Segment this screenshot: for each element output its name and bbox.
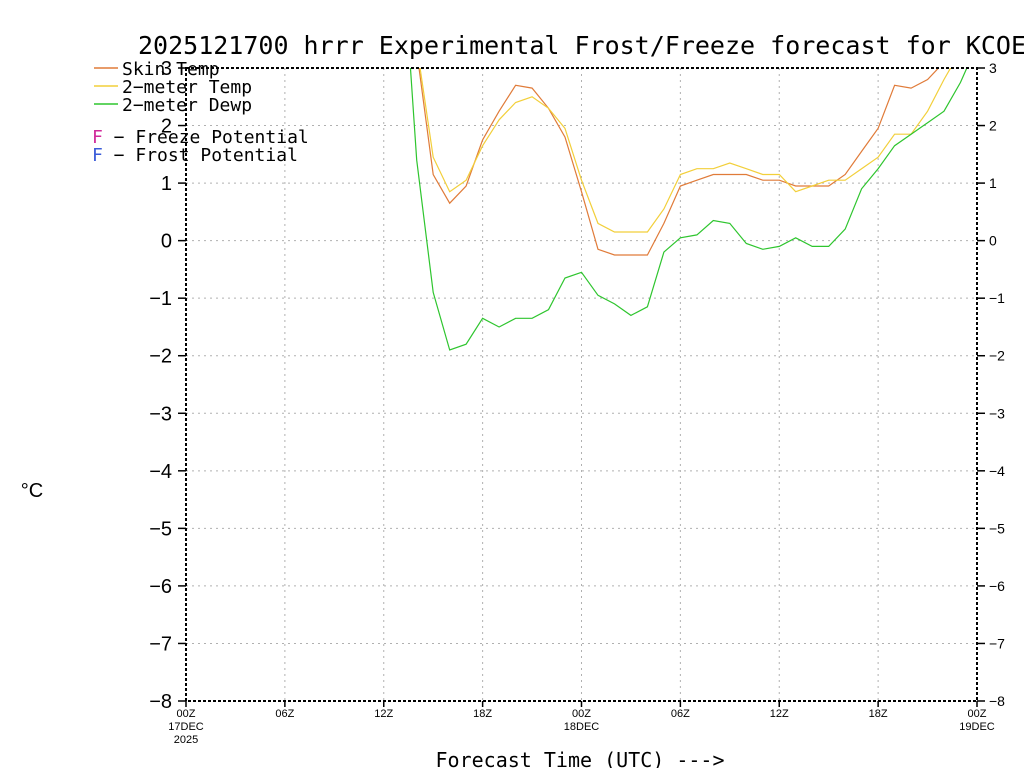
y-tick-label-left: −8 <box>149 691 172 713</box>
y-tick-label-left: 0 <box>161 231 172 253</box>
x-tick-label: 12Z <box>374 708 393 720</box>
x-tick-label: 06Z <box>275 708 294 720</box>
chart-title: 2025121700 hrrr Experimental Frost/Freez… <box>138 31 1024 60</box>
y-ticks-right: −8 −7 −6 −5 −4 −3 −2 −1 0 1 2 3 <box>977 60 1005 709</box>
potential-legend-item: F − Frost Potential <box>92 145 298 166</box>
y-tick-label-right: 3 <box>989 60 997 76</box>
y-tick-label-right: −3 <box>989 405 1005 421</box>
y-tick-label-left: −1 <box>149 288 172 310</box>
series-skin-temp-line <box>418 68 940 256</box>
potential-text: − Freeze Potential <box>103 127 309 148</box>
y-tick-label-left: 2 <box>161 116 172 138</box>
y-tick-label-right: −2 <box>989 348 1005 364</box>
potential-symbol: F <box>92 127 103 148</box>
x-tick-label: 00Z <box>177 708 196 720</box>
x-tick-date: 19DEC <box>959 721 995 733</box>
y-tick-label-right: −7 <box>989 635 1005 651</box>
legend-label: 2−meter Dewp <box>122 95 252 116</box>
x-axis-label: Forecast Time (UTC) ---> <box>436 748 725 768</box>
y-tick-label-right: 0 <box>989 233 997 249</box>
x-tick-date: 18DEC <box>564 721 600 733</box>
y-tick-label-left: −2 <box>149 346 172 368</box>
x-tick-label: 00Z <box>572 708 591 720</box>
x-tick-year: 2025 <box>174 734 198 746</box>
x-tick-label: 12Z <box>770 708 789 720</box>
series-2-meter-temp-line <box>419 68 952 233</box>
legend-label: 2−meter Temp <box>122 77 252 98</box>
y-tick-label-left: −6 <box>149 576 172 598</box>
y-tick-label-left: 3 <box>161 58 172 80</box>
y-tick-label-right: 1 <box>989 175 997 191</box>
potential-text: − Frost Potential <box>103 145 298 166</box>
y-tick-label-right: −8 <box>989 693 1005 709</box>
y-tick-label-left: −5 <box>149 518 172 540</box>
plot-frame <box>185 67 978 702</box>
series-2-meter-dewp-line <box>409 68 968 351</box>
y-tick-label-right: −4 <box>989 463 1005 479</box>
y-tick-label-left: −7 <box>149 633 172 655</box>
x-tick-label: 18Z <box>473 708 492 720</box>
y-axis-label: °C <box>21 480 43 502</box>
y-tick-label-left: −3 <box>149 403 172 425</box>
x-tick-label: 18Z <box>869 708 888 720</box>
y-tick-label-right: 2 <box>989 118 997 134</box>
y-ticks-left: −8 −7 −6 −5 −4 −3 −2 −1 0 1 2 3 <box>149 58 186 713</box>
legend-label: Skin Temp <box>122 59 220 80</box>
y-tick-label-left: −4 <box>149 461 172 483</box>
y-tick-label-right: −6 <box>989 578 1005 594</box>
x-tick-date: 17DEC <box>168 721 204 733</box>
y-tick-label-left: 1 <box>161 173 172 195</box>
y-tick-label-right: −5 <box>989 520 1005 536</box>
x-tick-label: 06Z <box>671 708 690 720</box>
potential-legend-item: F − Freeze Potential <box>92 127 309 148</box>
series-lines <box>409 68 968 351</box>
potential-symbol: F <box>92 145 103 166</box>
x-tick-label: 00Z <box>968 708 987 720</box>
y-tick-label-right: −1 <box>989 290 1005 306</box>
grid <box>186 68 977 701</box>
